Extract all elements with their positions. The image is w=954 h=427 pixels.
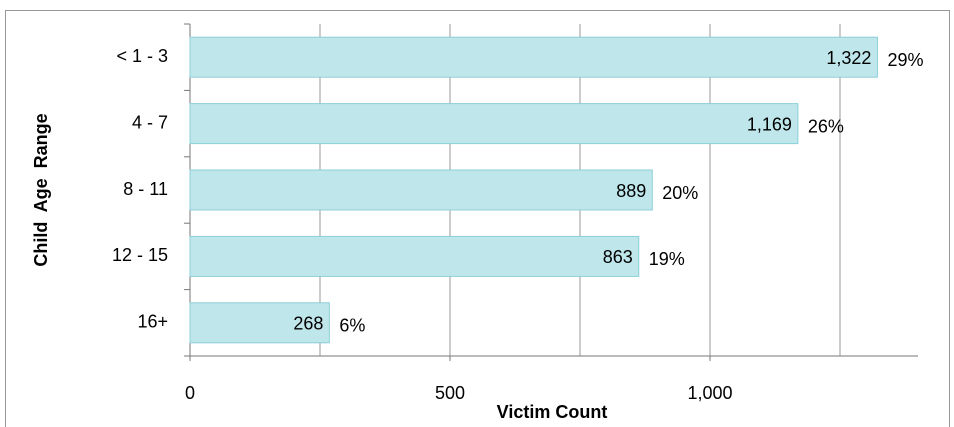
value-label: 1,322 [826,48,871,68]
bar [189,302,330,344]
bar [189,103,799,145]
chart-frame [5,10,950,427]
x-tick-label: 500 [435,383,465,403]
percent-label: 6% [339,316,365,336]
y-tick-label: 4 - 7 [132,112,168,132]
y-axis-title: Child Age Range [31,113,51,266]
y-tick-label: 8 - 11 [123,179,168,199]
x-axis-title: Victim Count [497,402,608,422]
percent-label: 29% [887,50,923,70]
bar [189,169,653,211]
bar [189,235,640,277]
bar [189,36,878,78]
value-label: 268 [293,314,323,334]
value-label: 863 [603,247,633,267]
x-tick-label: 0 [185,383,195,403]
y-tick-label: < 1 - 3 [116,46,168,66]
value-label: 1,169 [747,114,792,134]
x-tick-label: 1,000 [687,383,732,403]
value-label: 889 [616,181,646,201]
percent-label: 26% [808,116,844,136]
y-tick-label: 12 - 15 [112,245,168,265]
percent-label: 20% [662,183,698,203]
percent-label: 19% [649,249,685,269]
y-tick-label: 16+ [137,312,168,332]
